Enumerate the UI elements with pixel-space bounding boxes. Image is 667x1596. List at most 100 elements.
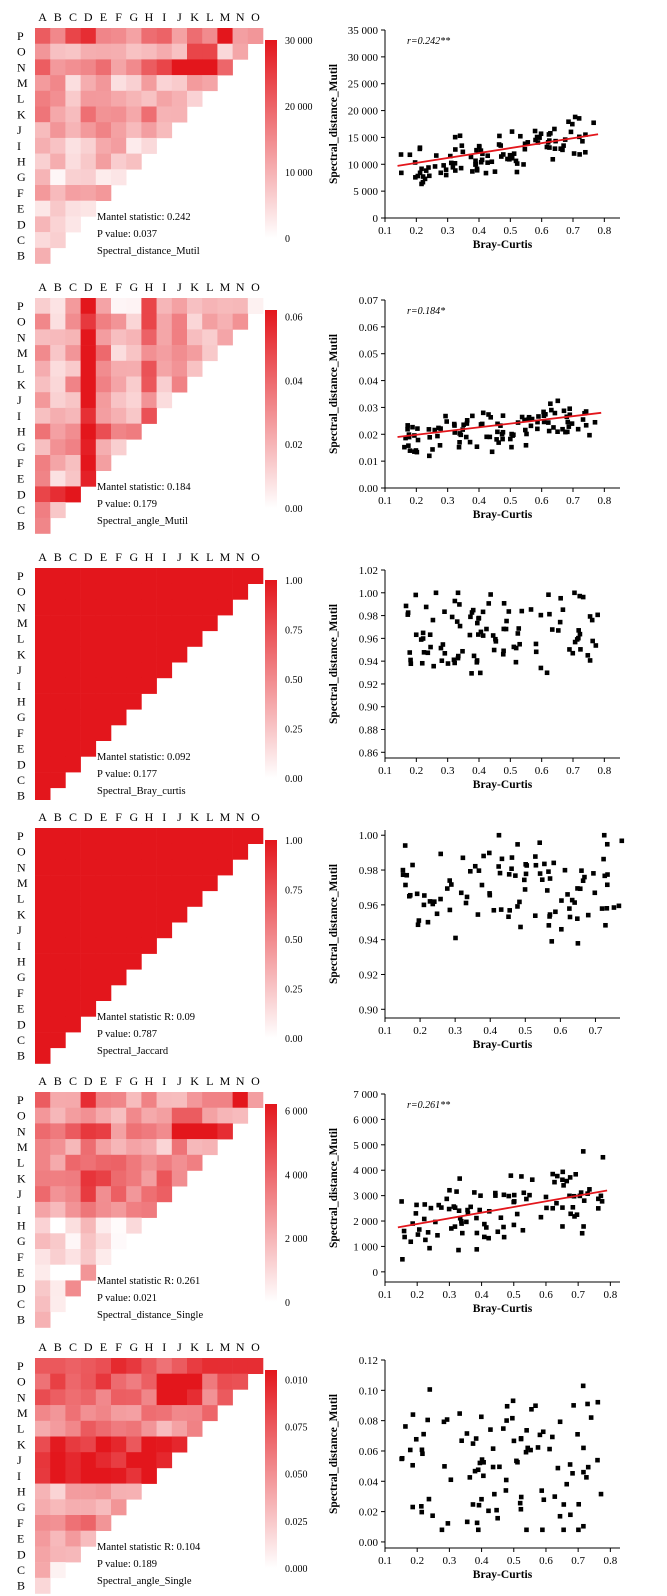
data-point: [406, 434, 412, 440]
heatmap-cell: [65, 1139, 81, 1156]
heatmap-cell: [111, 583, 127, 600]
data-point: [514, 161, 520, 166]
heatmap-cell: [80, 392, 97, 409]
row-label: F: [17, 186, 24, 200]
data-point: [468, 154, 474, 160]
heatmap-cell: [141, 1436, 157, 1453]
heatmap-cell: [187, 843, 203, 860]
heatmap-cell: [202, 583, 218, 600]
data-point: [517, 899, 522, 905]
heatmap-cell: [95, 75, 112, 92]
heatmap-cell: [95, 969, 112, 986]
heatmap-cell: [80, 169, 97, 186]
row-label: K: [17, 107, 26, 121]
heatmap-cell: [35, 709, 51, 726]
heatmap-cell: [50, 1483, 66, 1500]
row-label: C: [17, 503, 25, 517]
column-label: L: [206, 10, 213, 24]
data-point: [478, 629, 484, 635]
heatmap-cell: [217, 1092, 233, 1108]
p-value: P value: 0.189: [97, 1559, 157, 1570]
heatmap-cell: [80, 568, 97, 584]
data-point: [589, 617, 595, 623]
heatmap-cell: [95, 137, 112, 154]
colorbar-tick-label: 6 000: [285, 1106, 308, 1117]
heatmap-cell: [80, 313, 97, 330]
heatmap-cell: [171, 106, 188, 123]
heatmap-cell: [35, 937, 51, 954]
heatmap-cell: [217, 298, 233, 314]
heatmap-cell: [95, 169, 112, 186]
data-point: [417, 145, 423, 150]
heatmap-cell: [65, 470, 81, 487]
data-point: [476, 632, 481, 637]
data-point: [565, 892, 570, 897]
heatmap-cell: [141, 1123, 157, 1140]
data-point: [550, 1205, 556, 1211]
data-point: [495, 421, 500, 427]
heatmap-cell: [35, 1154, 51, 1171]
data-point: [453, 147, 458, 152]
x-tick-label: 0.7: [566, 495, 580, 507]
heatmap-cell: [187, 345, 203, 362]
heatmap-cell: [217, 313, 233, 330]
column-label: C: [69, 1074, 77, 1088]
heatmap-cell: [156, 1139, 173, 1156]
data-point: [511, 1199, 517, 1204]
data-point: [405, 426, 410, 432]
data-point: [418, 637, 424, 642]
heatmap-cell: [232, 1092, 249, 1108]
x-tick-label: 0.2: [410, 1289, 424, 1301]
heatmap-cell: [187, 1420, 203, 1437]
data-point: [475, 912, 481, 917]
data-point: [576, 1501, 582, 1507]
heatmap-cell: [156, 630, 173, 647]
y-tick-label: 0.04: [359, 376, 379, 388]
data-point: [420, 630, 426, 636]
data-point: [577, 593, 583, 599]
heatmap-cell: [35, 1483, 51, 1500]
colorbar-tick-label: 10 000: [285, 168, 313, 179]
heatmap-cell: [111, 630, 127, 647]
heatmap-cell: [247, 828, 264, 844]
heatmap-cell: [171, 59, 188, 76]
figure-row-svg: A B C D E F G H I J K L M N OPONMLKJIHGFEDCB0.000.250.…: [17, 810, 625, 1064]
heatmap-cell: [95, 709, 112, 726]
data-point: [507, 908, 512, 913]
heatmap-cell: [80, 1467, 97, 1484]
heatmap-cell: [126, 1154, 142, 1171]
heatmap-cell: [95, 407, 112, 424]
data-point: [508, 1173, 514, 1178]
data-point: [439, 658, 445, 664]
data-point: [577, 152, 582, 157]
heatmap-cell: [187, 859, 203, 876]
heatmap-cell: [111, 169, 127, 186]
heatmap-cell: [111, 360, 127, 377]
heatmap-cell: [35, 1515, 51, 1531]
heatmap-cell: [156, 599, 173, 616]
data-point: [438, 896, 443, 902]
heatmap-cell: [126, 1467, 142, 1484]
data-point: [425, 650, 431, 656]
heatmap-cell: [35, 843, 51, 860]
heatmap-cell: [65, 630, 81, 647]
row-label: D: [17, 487, 26, 501]
heatmap-cell: [35, 423, 51, 440]
heatmap-cell: [111, 843, 127, 860]
heatmap-cell: [111, 90, 127, 107]
data-point: [567, 914, 573, 920]
data-point: [577, 886, 583, 892]
column-label: A: [38, 280, 47, 294]
heatmap-cell: [95, 106, 112, 123]
heatmap-cell: [50, 1233, 66, 1250]
heatmap-cell: [156, 1154, 173, 1171]
data-point: [580, 1149, 586, 1154]
heatmap-cell: [126, 859, 142, 876]
data-point: [463, 900, 469, 906]
heatmap-cell: [156, 1420, 173, 1437]
heatmap-cell: [80, 890, 97, 907]
p-value: P value: 0.021: [97, 1293, 157, 1304]
